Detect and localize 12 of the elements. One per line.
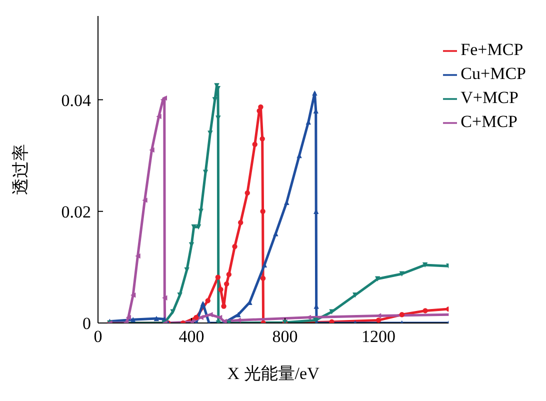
x-tick-label: 800 <box>272 327 298 346</box>
legend-label: Cu+MCP <box>460 64 526 83</box>
x-tick-label: 1200 <box>362 327 396 346</box>
x-axis-title: X 光能量/eV <box>227 364 320 383</box>
x-tick-label: 400 <box>178 327 204 346</box>
y-tick-label: 0.04 <box>61 90 92 110</box>
y-tick-label: 0.02 <box>61 202 91 222</box>
y-tick-label: 0 <box>82 314 91 334</box>
legend-label: C+MCP <box>460 112 518 131</box>
legend-label: Fe+MCP <box>460 40 524 59</box>
legend-label: V+MCP <box>460 88 518 107</box>
y-axis-title: 透过率 <box>11 144 30 195</box>
